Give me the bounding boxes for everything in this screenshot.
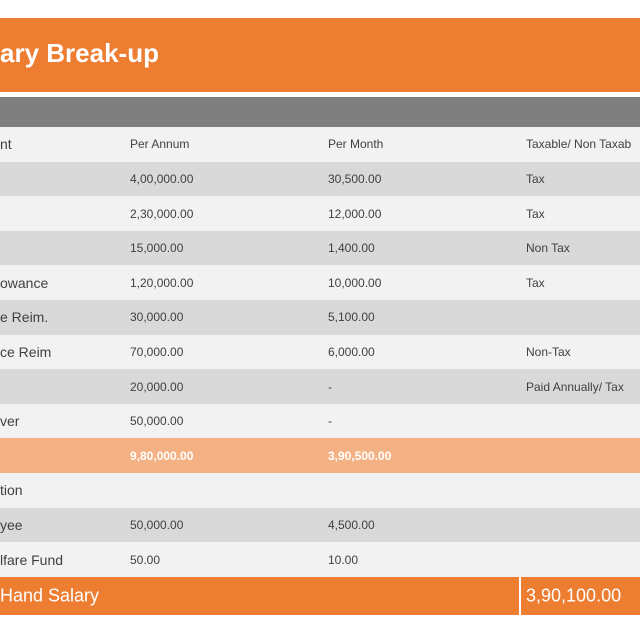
cell: 6,000.00: [328, 344, 375, 359]
cell: 70,000.00: [130, 344, 184, 359]
cell: 12,000.00: [328, 206, 382, 221]
table-row: [0, 403, 640, 439]
cell: 50.00: [130, 552, 161, 567]
cell: Taxable/ Non Taxab: [526, 137, 632, 152]
table-row: [0, 161, 640, 197]
table-row: [0, 265, 640, 300]
cell: Per Annum: [130, 137, 190, 152]
cell: Paid Annually/ Tax: [526, 379, 624, 394]
cell: Non Tax: [526, 241, 570, 256]
cell: -: [328, 414, 332, 429]
cell: 50,000.00: [130, 517, 184, 532]
table-row: [0, 230, 640, 266]
row-label: lfare Fund: [0, 551, 64, 568]
footer-divider: [519, 576, 521, 615]
cell: 2,30,000.00: [130, 206, 194, 221]
cell: 10,000.00: [328, 275, 382, 290]
footer-row: [0, 576, 640, 615]
cell: Non-Tax: [526, 344, 571, 359]
title: ary Break-up: [0, 38, 159, 68]
row-label: yee: [0, 516, 23, 533]
cell: 9,80,000.00: [130, 448, 194, 463]
table-row: [0, 300, 640, 335]
table-row: [0, 196, 640, 231]
cell: 5,100.00: [328, 310, 375, 325]
cell: Per Month: [328, 137, 384, 152]
cell: 50,000.00: [130, 414, 184, 429]
row-label: owance: [0, 274, 49, 291]
table-row: [0, 507, 640, 543]
cell: -: [328, 379, 332, 394]
cell: 10.00: [328, 552, 359, 567]
table-row: [0, 334, 640, 370]
row-label: ce Reim: [0, 343, 52, 360]
cell: Tax: [526, 275, 545, 290]
table-row: [0, 127, 640, 162]
table-row: [0, 542, 640, 577]
table-row: [0, 369, 640, 404]
cell: 1,20,000.00: [130, 275, 194, 290]
cell: 4,500.00: [328, 517, 375, 532]
cell: Tax: [526, 206, 545, 221]
row-label: tion: [0, 482, 23, 499]
cell: Tax: [526, 171, 545, 186]
row-label: nt: [0, 136, 12, 153]
table-row: [0, 438, 640, 473]
cell: 30,000.00: [130, 310, 184, 325]
footer-value: 3,90,100.00: [526, 585, 622, 606]
cell: 4,00,000.00: [130, 171, 194, 186]
cell: 30,500.00: [328, 171, 382, 186]
table-row: [0, 473, 640, 508]
title-bar: ary Break-up: [0, 18, 640, 92]
cell: 20,000.00: [130, 379, 184, 394]
cell: 3,90,500.00: [328, 448, 392, 463]
gray-bar: [0, 97, 640, 127]
row-label: e Reim.: [0, 309, 49, 326]
footer-label: Hand Salary: [0, 585, 100, 606]
cell: 1,400.00: [328, 241, 375, 256]
row-label: ver: [0, 413, 20, 430]
cell: 15,000.00: [130, 241, 184, 256]
